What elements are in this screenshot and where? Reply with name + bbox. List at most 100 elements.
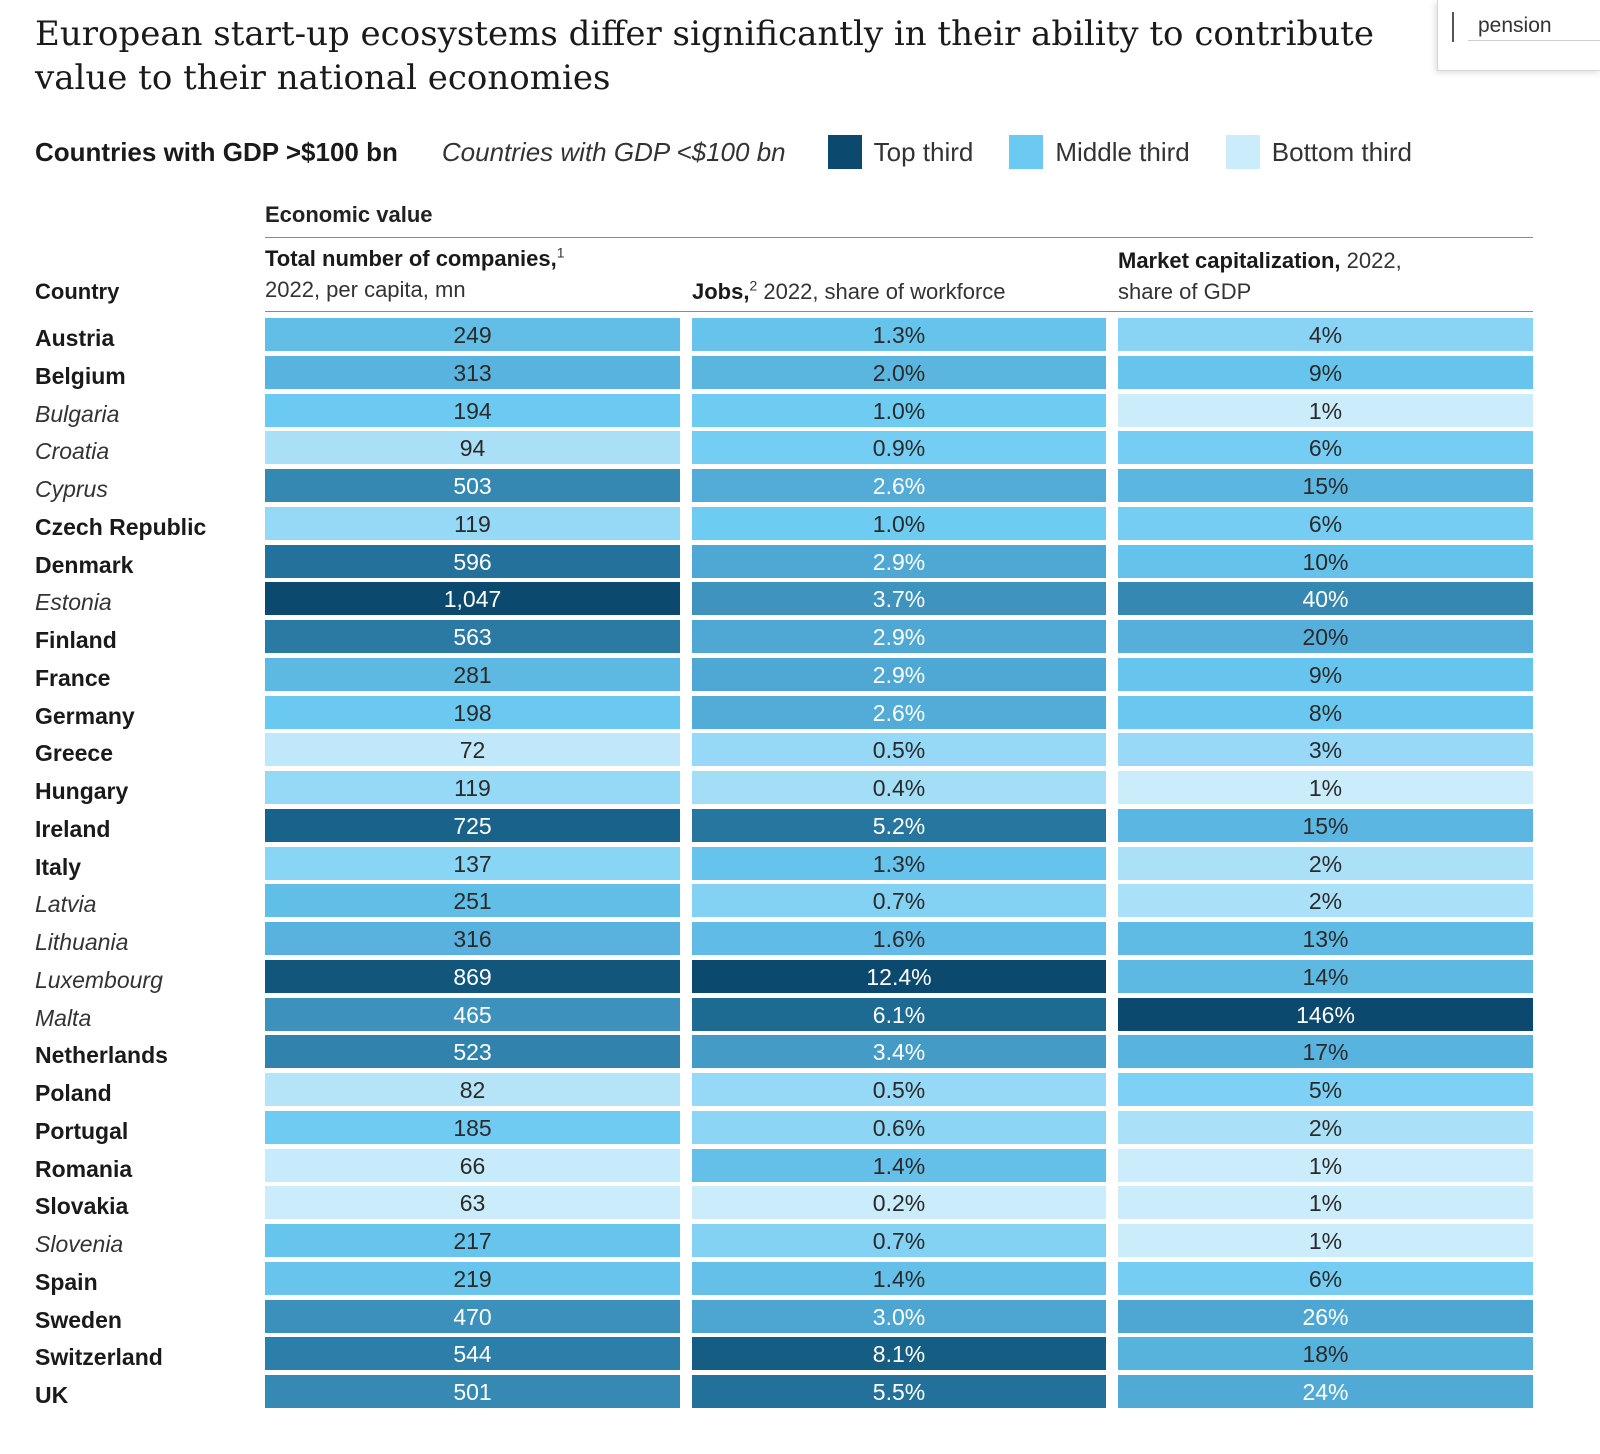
jobs-cell: 3.0% bbox=[692, 1299, 1106, 1333]
companies-cell: 563 bbox=[265, 620, 680, 653]
country-label: Slovenia bbox=[35, 1231, 124, 1257]
country-label: Germany bbox=[35, 702, 135, 729]
jobs-cell: 12.4% bbox=[692, 959, 1106, 993]
country-label: Denmark bbox=[35, 551, 134, 578]
jobs-cell: 0.2% bbox=[692, 1186, 1106, 1220]
companies-cell: 185 bbox=[265, 1110, 680, 1144]
table-row: Poland 82 0.5% 5% bbox=[0, 1073, 1600, 1107]
marketcap-cell: 1% bbox=[1118, 393, 1533, 427]
companies-cell: 313 bbox=[265, 355, 680, 389]
jobs-cell: 0.5% bbox=[692, 733, 1106, 767]
table-row: Bulgaria 194 1.0% 1% bbox=[0, 393, 1600, 428]
country-label: Luxembourg bbox=[35, 966, 163, 993]
companies-cell: 219 bbox=[265, 1261, 680, 1295]
country-label: Ireland bbox=[35, 815, 111, 842]
table-row: Sweden 470 3.0% 26% bbox=[0, 1299, 1600, 1334]
country-label: Portugal bbox=[35, 1117, 129, 1144]
legend-swatch-top bbox=[827, 135, 862, 169]
companies-column-header: Total number of companies,1 2022, per ca… bbox=[265, 243, 565, 305]
legend-label-top: Top third bbox=[873, 136, 974, 167]
marketcap-cell: 6% bbox=[1118, 506, 1533, 540]
legend-item-middle: Middle third bbox=[1009, 135, 1190, 169]
country-label: Netherlands bbox=[35, 1042, 168, 1069]
companies-cell: 137 bbox=[265, 846, 680, 880]
jobs-cell: 1.0% bbox=[692, 393, 1106, 427]
jobs-cell: 0.9% bbox=[692, 431, 1106, 465]
companies-header-title: Total number of companies, bbox=[265, 246, 557, 271]
table-row: UK 501 5.5% 24% bbox=[0, 1375, 1600, 1409]
companies-cell: 503 bbox=[265, 469, 680, 502]
country-label: Sweden bbox=[35, 1306, 122, 1333]
table-row: Estonia 1,047 3.7% 40% bbox=[0, 582, 1600, 616]
search-popup bbox=[1437, 0, 1600, 71]
legend: Countries with GDP >$100 bn Countries wi… bbox=[35, 133, 1555, 171]
marketcap-cell: 17% bbox=[1118, 1035, 1533, 1069]
companies-cell: 501 bbox=[265, 1375, 680, 1408]
country-label: Slovakia bbox=[35, 1193, 129, 1220]
search-input[interactable] bbox=[1468, 12, 1600, 41]
companies-cell: 1,047 bbox=[265, 582, 680, 616]
jobs-cell: 1.3% bbox=[692, 318, 1106, 351]
jobs-header-sub: 2022, share of workforce bbox=[757, 279, 1006, 304]
legend-swatch-middle bbox=[1009, 135, 1044, 169]
country-label: Lithuania bbox=[35, 929, 129, 955]
chart-title: European start-up ecosystems differ sign… bbox=[35, 14, 1374, 98]
country-label: Austria bbox=[35, 325, 115, 351]
table-row: Ireland 725 5.2% 15% bbox=[0, 808, 1600, 843]
companies-cell: 470 bbox=[265, 1299, 680, 1333]
jobs-cell: 8.1% bbox=[692, 1337, 1106, 1371]
jobs-header-title: Jobs, bbox=[692, 279, 750, 304]
jobs-cell: 1.4% bbox=[692, 1148, 1106, 1182]
companies-cell: 544 bbox=[265, 1337, 680, 1371]
country-label: Spain bbox=[35, 1268, 98, 1295]
marketcap-cell: 1% bbox=[1118, 771, 1533, 804]
jobs-cell: 1.4% bbox=[692, 1261, 1106, 1295]
marketcap-cell: 26% bbox=[1118, 1299, 1533, 1333]
country-label: Switzerland bbox=[35, 1344, 163, 1371]
jobs-cell: 1.6% bbox=[692, 922, 1106, 955]
table-row: Portugal 185 0.6% 2% bbox=[0, 1110, 1600, 1145]
country-label: Estonia bbox=[35, 589, 112, 616]
footnote-2: 2 bbox=[749, 277, 758, 294]
text-cursor-icon bbox=[1452, 12, 1454, 42]
companies-cell: 66 bbox=[265, 1148, 680, 1182]
table-row: Slovenia 217 0.7% 1% bbox=[0, 1224, 1600, 1258]
jobs-cell: 2.9% bbox=[692, 657, 1106, 691]
table-row: Belgium 313 2.0% 9% bbox=[0, 355, 1600, 390]
marketcap-cell: 8% bbox=[1118, 695, 1533, 729]
marketcap-cell: 24% bbox=[1118, 1375, 1533, 1408]
marketcap-cell: 3% bbox=[1118, 733, 1533, 767]
country-label: Cyprus bbox=[35, 476, 108, 502]
companies-cell: 251 bbox=[265, 884, 680, 918]
jobs-cell: 1.3% bbox=[692, 846, 1106, 880]
jobs-cell: 2.6% bbox=[692, 469, 1106, 502]
jobs-cell: 3.7% bbox=[692, 582, 1106, 616]
marketcap-cell: 40% bbox=[1118, 582, 1533, 616]
table-row: Netherlands 523 3.4% 17% bbox=[0, 1035, 1600, 1069]
legend-small-economies: Countries with GDP <$100 bn bbox=[441, 136, 786, 167]
companies-cell: 316 bbox=[265, 922, 680, 955]
table-row: Denmark 596 2.9% 10% bbox=[0, 544, 1600, 579]
marketcap-cell: 13% bbox=[1118, 922, 1533, 955]
jobs-cell: 5.2% bbox=[692, 808, 1106, 842]
table-row: Croatia 94 0.9% 6% bbox=[0, 431, 1600, 465]
jobs-cell: 5.5% bbox=[692, 1375, 1106, 1408]
header-rule-top bbox=[265, 237, 1533, 238]
country-label: Finland bbox=[35, 627, 117, 653]
header-rule-bottom bbox=[265, 311, 1533, 312]
companies-cell: 198 bbox=[265, 695, 680, 729]
legend-label-bottom: Bottom third bbox=[1271, 136, 1412, 167]
table-row: Luxembourg 869 12.4% 14% bbox=[0, 959, 1600, 994]
table-row: Italy 137 1.3% 2% bbox=[0, 846, 1600, 881]
legend-large-economies: Countries with GDP >$100 bn bbox=[35, 136, 398, 167]
country-label: Croatia bbox=[35, 438, 110, 465]
companies-cell: 281 bbox=[265, 657, 680, 691]
table-row: Cyprus 503 2.6% 15% bbox=[0, 469, 1600, 503]
legend-label-middle: Middle third bbox=[1055, 136, 1190, 167]
country-label: France bbox=[35, 664, 111, 691]
country-label: Bulgaria bbox=[35, 400, 120, 427]
jobs-cell: 2.9% bbox=[692, 620, 1106, 653]
companies-cell: 119 bbox=[265, 771, 680, 804]
marketcap-cell: 5% bbox=[1118, 1073, 1533, 1106]
jobs-cell: 0.4% bbox=[692, 771, 1106, 804]
